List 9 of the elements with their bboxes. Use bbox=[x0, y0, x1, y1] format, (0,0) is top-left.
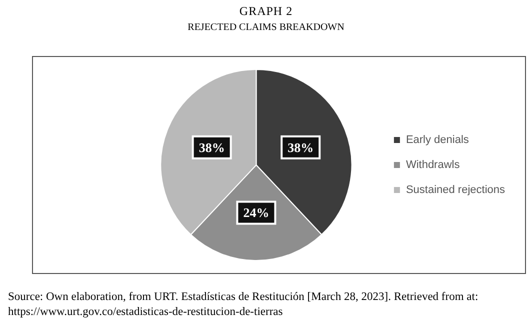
chart-subtitle: REJECTED CLAIMS BREAKDOWN bbox=[186, 22, 346, 33]
source-note: Source: Own elaboration, from URT. Estadísticas de Restitución [March 28, 2023]. Retrieved from at: https://www.urt.gov.co/estadisticas-de-restitucion-de-tierras bbox=[8, 290, 480, 320]
data-label: 38% bbox=[198, 140, 225, 155]
legend-label: Sustained rejections bbox=[406, 184, 506, 196]
legend-label: Withdrawls bbox=[406, 159, 460, 172]
chart-title: GRAPH 2 bbox=[238, 4, 294, 19]
data-label: 24% bbox=[243, 205, 270, 220]
data-label: 38% bbox=[288, 140, 314, 155]
legend-label: Early denials bbox=[406, 134, 470, 146]
